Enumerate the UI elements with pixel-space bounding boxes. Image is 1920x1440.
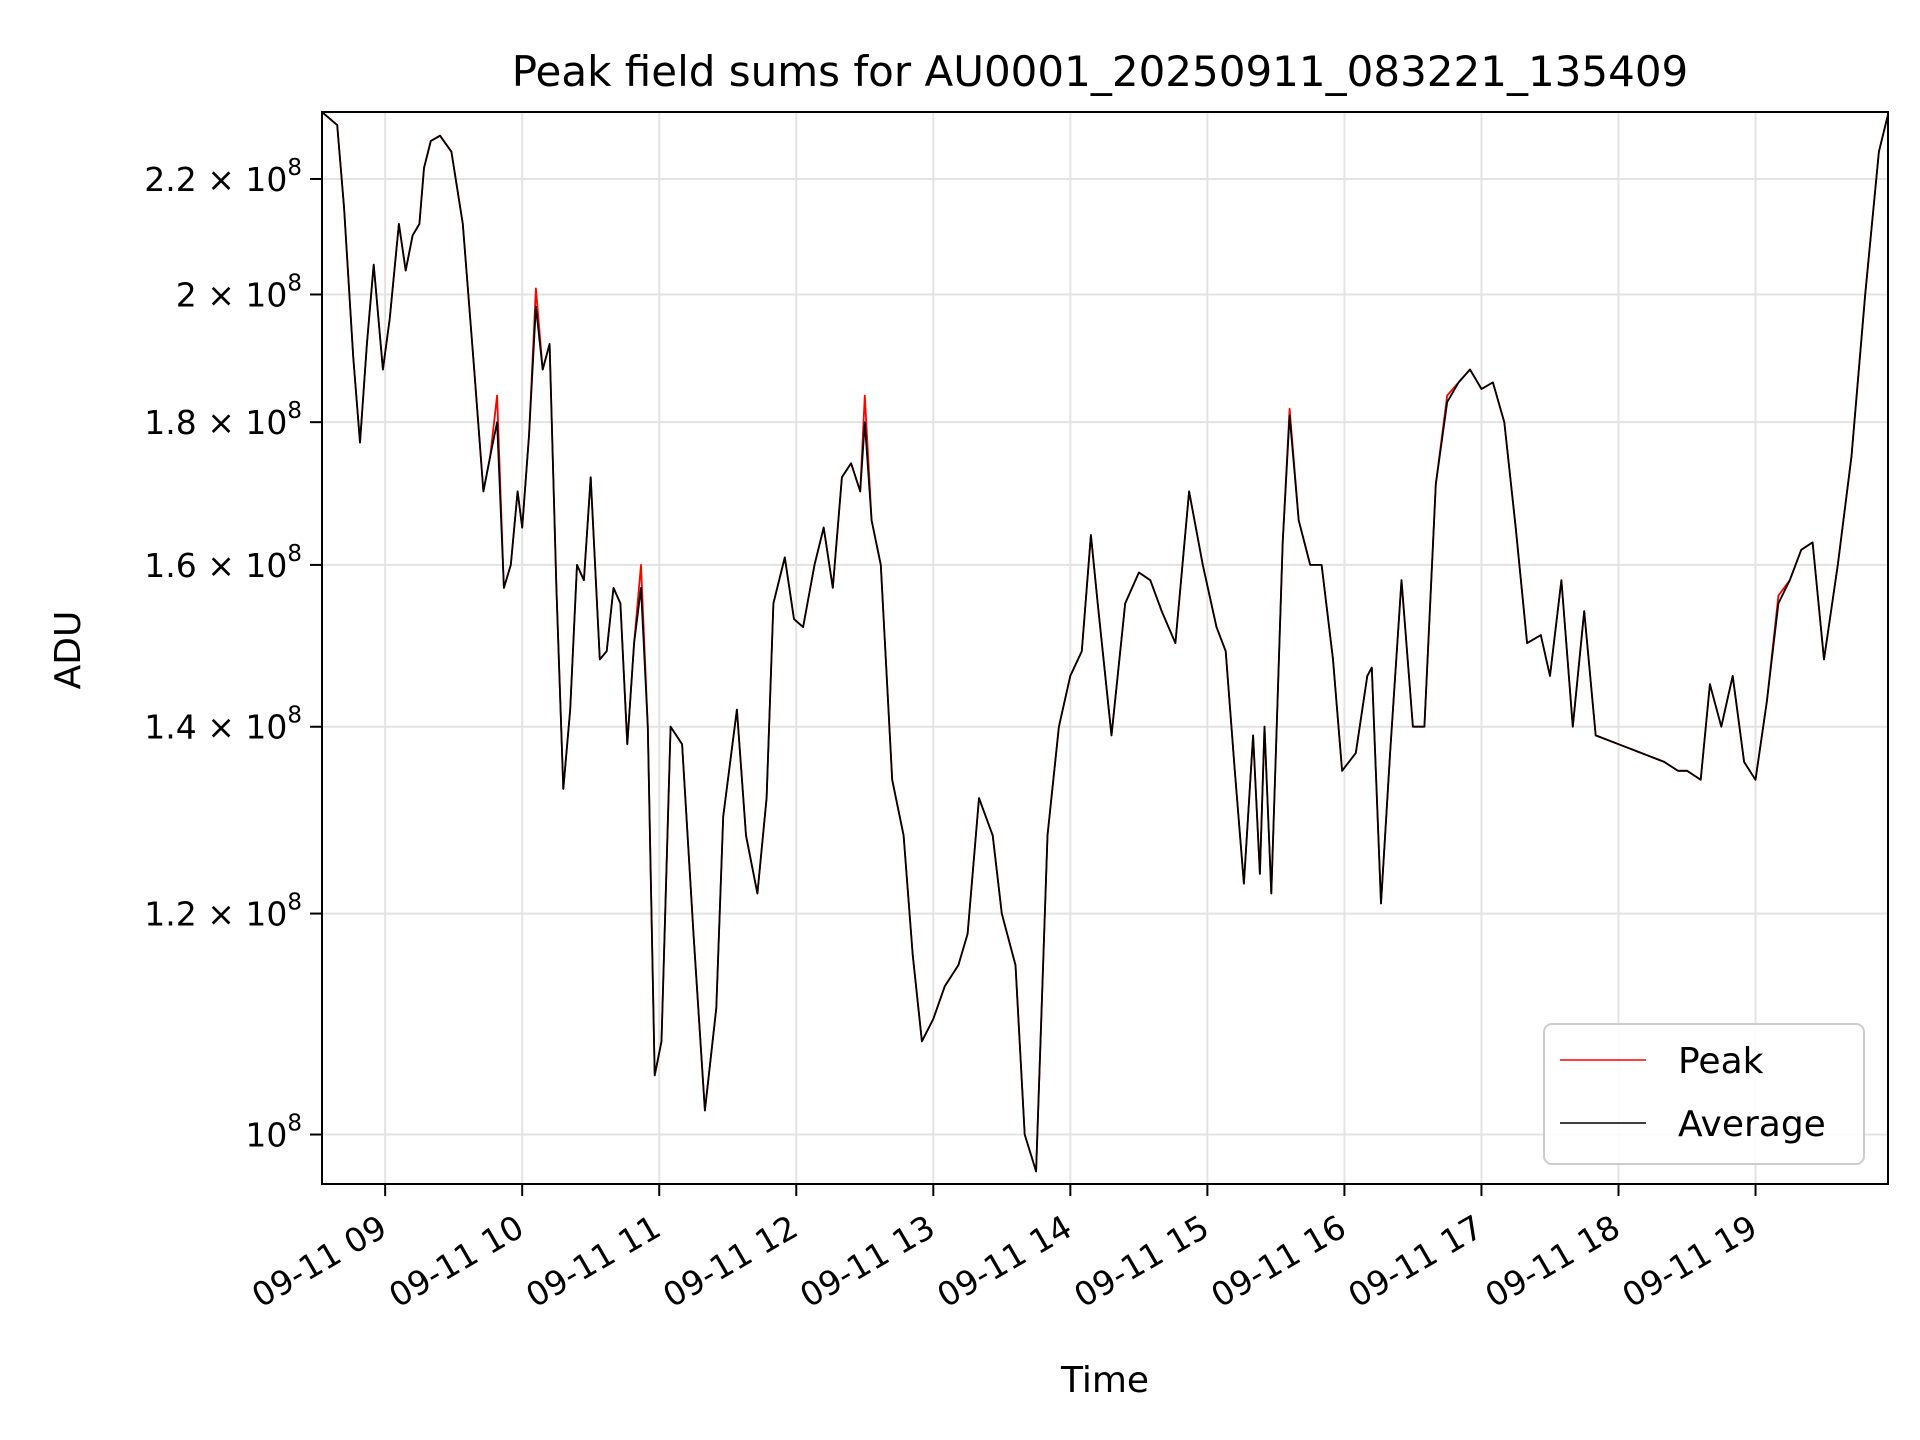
y-tick-times: × [197,275,246,314]
y-tick-exponent: 8 [287,270,302,296]
y-tick-exponent: 8 [287,155,302,181]
y-tick-mantissa: 1.8 [144,403,196,442]
series-line-average [322,112,1888,1173]
y-tick-mantissa: 1.2 [144,895,196,934]
y-tick-mantissa: 1.4 [144,708,196,747]
legend: Peak Average [1543,1023,1865,1165]
y-tick-label: 108 [245,1111,302,1155]
y-tick-exponent: 8 [287,703,302,729]
y-tick-times: × [197,160,246,199]
y-tick-label: 1.8 × 108 [144,398,302,442]
y-tick-times: × [197,546,246,585]
y-tick-label: 1.2 × 108 [144,890,302,934]
y-tick-base: 10 [245,275,287,314]
chart-title: Peak field sums for AU0001_20250911_0832… [512,47,1689,96]
y-tick-base: 10 [245,160,287,199]
y-tick-base: 10 [245,403,287,442]
legend-box [1543,1023,1865,1165]
legend-label-average: Average [1678,1104,1826,1145]
y-tick-base: 10 [245,708,287,747]
y-tick-label: 2.2 × 108 [144,155,302,199]
y-tick-mantissa: 1.6 [144,546,196,585]
y-tick-mantissa: 2 [176,275,197,314]
y-tick-base: 10 [245,546,287,585]
y-tick-times: × [197,403,246,442]
y-tick-label: 2 × 108 [176,270,302,314]
series-layer [322,112,1888,1173]
x-axis-label: Time [1060,1360,1149,1401]
y-tick-base: 10 [245,1116,287,1155]
y-tick-times: × [197,708,246,747]
y-tick-exponent: 8 [287,398,302,424]
y-tick-mantissa: 2.2 [144,160,196,199]
y-tick-exponent: 8 [287,541,302,567]
y-axis-label: ADU [48,611,89,690]
legend-label-peak: Peak [1678,1041,1764,1082]
y-tick-label: 1.4 × 108 [144,703,302,747]
grid-lines [322,112,1888,1184]
y-tick-times: × [197,895,246,934]
y-tick-exponent: 8 [287,1111,302,1137]
y-tick-base: 10 [245,895,287,934]
y-tick-exponent: 8 [287,890,302,916]
plot-area-frame [321,111,1889,1185]
y-tick-label: 1.6 × 108 [144,541,302,585]
